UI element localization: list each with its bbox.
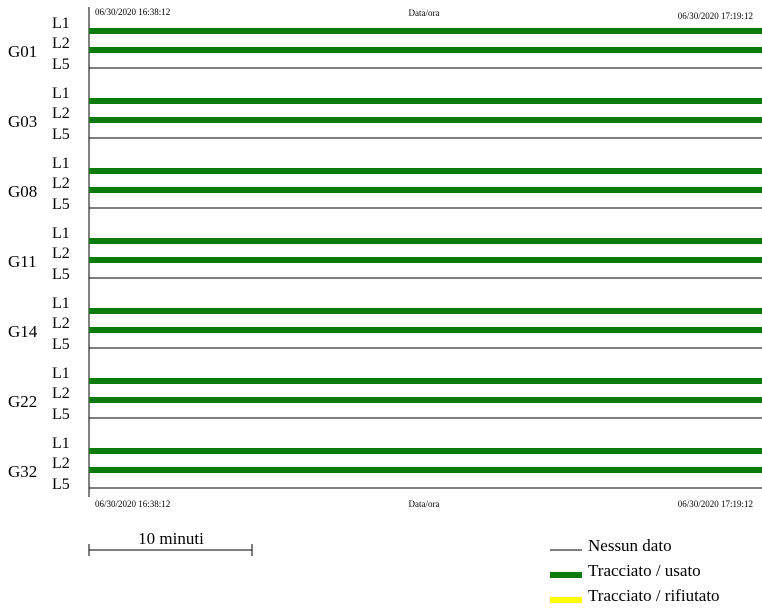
signal-label-l2: L2 — [52, 105, 70, 122]
signal-label-l5: L5 — [52, 196, 70, 213]
legend-item: Tracciato / usato — [550, 561, 701, 580]
signal-label-l1: L1 — [52, 295, 70, 312]
signal-label-l1: L1 — [52, 155, 70, 172]
signal-label-l2: L2 — [52, 385, 70, 402]
signal-label-l2: L2 — [52, 315, 70, 332]
signal-label-l2: L2 — [52, 455, 70, 472]
legend-label: Nessun dato — [588, 536, 672, 555]
bottom-time-axis: 06/30/2020 16:38:12 Data/ora 06/30/2020 … — [95, 499, 753, 509]
signal-label-l5: L5 — [52, 476, 70, 493]
satellite-label: G03 — [8, 112, 37, 131]
satellite-row-g11: G11 L1 L2 L5 — [8, 225, 762, 283]
signal-label-l2: L2 — [52, 35, 70, 52]
legend-label: Tracciato / usato — [588, 561, 701, 580]
satellite-row-g01: G01 L1 L2 L5 — [8, 15, 762, 73]
top-axis-title: Data/ora — [409, 8, 440, 18]
signal-label-l1: L1 — [52, 85, 70, 102]
satellite-label: G01 — [8, 42, 37, 61]
legend: Nessun dato Tracciato / usato Tracciato / … — [550, 536, 720, 605]
signal-label-l2: L2 — [52, 175, 70, 192]
signal-label-l5: L5 — [52, 56, 70, 73]
signal-label-l1: L1 — [52, 435, 70, 452]
satellite-row-g08: G08 L1 L2 L5 — [8, 155, 762, 213]
satellite-row-g22: G22 L1 L2 L5 — [8, 365, 762, 423]
signal-label-l5: L5 — [52, 266, 70, 283]
satellite-label: G11 — [8, 252, 37, 271]
legend-item: Tracciato / rifiutato — [550, 586, 720, 605]
signal-label-l1: L1 — [52, 365, 70, 382]
satellite-row-g03: G03 L1 L2 L5 — [8, 85, 762, 143]
satellite-label: G32 — [8, 462, 37, 481]
scale-bar-label: 10 minuti — [138, 529, 204, 548]
satellite-rows: G01 L1 L2 L5 G03 L1 L2 L5 G08 L1 L2 L5 G11 L1 L2 L5 G14 L… — [8, 7, 762, 497]
legend-item: Nessun dato — [550, 536, 672, 555]
bottom-start-time: 06/30/2020 16:38:12 — [95, 499, 170, 509]
bottom-end-time: 06/30/2020 17:19:12 — [678, 499, 753, 509]
time-scale-bar: 10 minuti — [88, 529, 253, 556]
signal-label-l5: L5 — [52, 126, 70, 143]
signal-label-l2: L2 — [52, 245, 70, 262]
top-start-time: 06/30/2020 16:38:12 — [95, 7, 170, 17]
satellite-row-g32: G32 L1 L2 L5 — [8, 435, 762, 493]
signal-label-l1: L1 — [52, 225, 70, 242]
bottom-axis-title: Data/ora — [409, 499, 440, 509]
top-time-axis: 06/30/2020 16:38:12 Data/ora 06/30/2020 … — [95, 7, 753, 21]
signal-label-l5: L5 — [52, 406, 70, 423]
legend-label: Tracciato / rifiutato — [588, 586, 720, 605]
satellite-label: G22 — [8, 392, 37, 411]
signal-label-l5: L5 — [52, 336, 70, 353]
top-end-time: 06/30/2020 17:19:12 — [678, 11, 753, 21]
signal-label-l1: L1 — [52, 15, 70, 32]
satellite-label: G14 — [8, 322, 38, 341]
satellite-label: G08 — [8, 182, 37, 201]
satellite-row-g14: G14 L1 L2 L5 — [8, 295, 762, 353]
